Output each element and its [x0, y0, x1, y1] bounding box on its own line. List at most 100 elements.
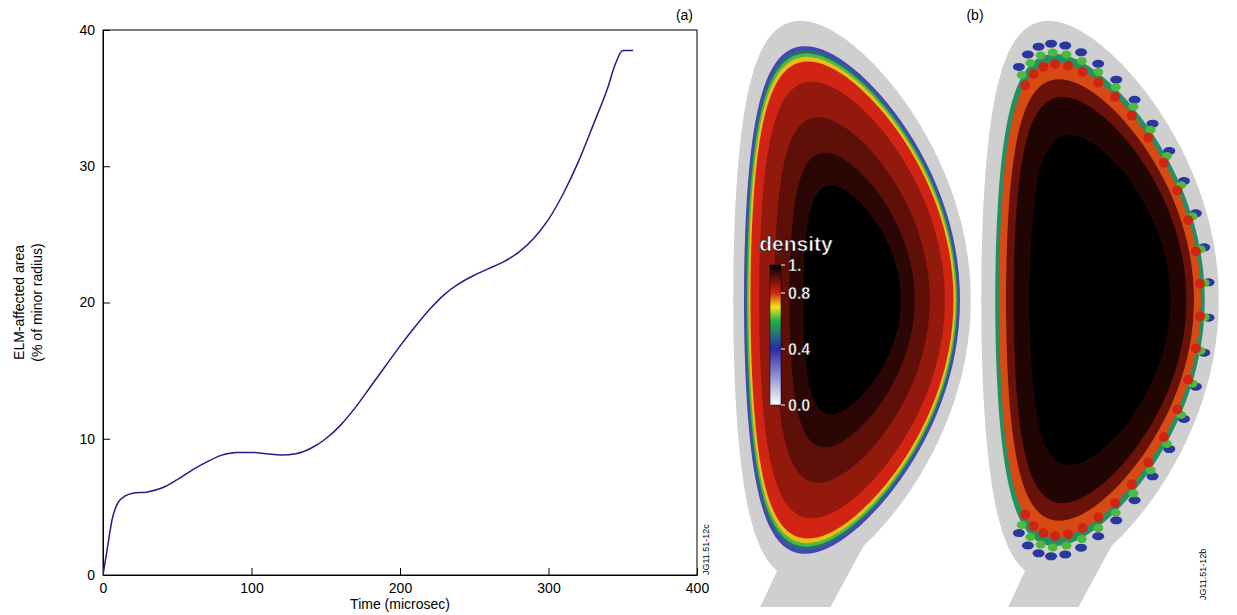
filament [1038, 528, 1048, 538]
y-tick-label: 10 [79, 431, 95, 447]
colorbar [770, 265, 781, 405]
filament [1059, 550, 1071, 558]
colorbar-tick-label: 0.0 [788, 397, 810, 414]
y-axis-title: ELM-affected area [11, 245, 27, 360]
filament [1127, 111, 1137, 121]
y-tick: 0 [87, 567, 110, 583]
filament [1029, 69, 1039, 79]
y-tick-mark [103, 303, 110, 304]
filament [1146, 466, 1156, 474]
filament [1172, 405, 1182, 415]
x-tick-label: 300 [537, 580, 561, 596]
filament [1195, 311, 1205, 321]
colorbar-tick-label: 0.8 [788, 285, 810, 302]
filament [1093, 68, 1103, 76]
filament [1093, 513, 1103, 523]
colorbar-tick [781, 293, 785, 294]
y-tick-mark [103, 30, 110, 31]
panel-label: (a) [676, 7, 693, 23]
y-tick-label: 20 [79, 294, 95, 310]
x-tick: 100 [240, 568, 264, 596]
x-tick-mark [549, 568, 550, 575]
cross-section [981, 21, 1219, 607]
x-tick-label: 400 [686, 580, 710, 596]
filament [1195, 279, 1205, 289]
vessel [981, 21, 1219, 579]
plasma-band [1014, 97, 1187, 503]
filament [1143, 457, 1153, 467]
filament [1013, 63, 1025, 71]
filament [1077, 535, 1087, 543]
filament [1077, 57, 1087, 65]
plasma-band [995, 54, 1205, 546]
filament [1092, 60, 1104, 68]
filament [1078, 67, 1088, 77]
filament [1111, 83, 1121, 91]
plasma-band [1006, 79, 1194, 521]
filament [1111, 509, 1121, 517]
filament [1075, 544, 1087, 552]
filament [1129, 96, 1141, 104]
y-tick: 20 [79, 294, 110, 310]
plasma-band [774, 117, 930, 482]
filament [1146, 126, 1156, 134]
filament [1191, 343, 1201, 353]
filament [1128, 489, 1138, 497]
data-line [103, 50, 633, 575]
plasma-band [744, 46, 960, 554]
filament [1127, 479, 1137, 489]
filament [1045, 552, 1057, 560]
plasma-band [747, 53, 957, 546]
filament [1036, 541, 1046, 549]
filament [1183, 375, 1193, 385]
filament [1025, 533, 1035, 541]
colorbar-tick [781, 349, 785, 350]
filament [1050, 59, 1060, 69]
x-axis-title: Time (microsec) [350, 596, 450, 612]
y-tick-label: 0 [87, 567, 95, 583]
filament [1061, 50, 1071, 58]
filament [1048, 49, 1058, 57]
plot-frame [103, 30, 697, 575]
y-tick: 10 [79, 431, 110, 447]
filament [1110, 516, 1122, 524]
filament [1036, 51, 1046, 59]
annotation: JG11.51-12b [1198, 549, 1208, 600]
vessel [733, 21, 971, 579]
filament [1093, 77, 1103, 87]
filament [1078, 523, 1088, 533]
plasma-band [749, 57, 956, 543]
plasma-band [1030, 135, 1170, 465]
x-tick-label: 100 [240, 580, 264, 596]
filament [1033, 549, 1045, 557]
y-tick-mark [103, 439, 110, 440]
x-tick-mark [400, 568, 401, 575]
filament [1159, 158, 1169, 168]
plasma-band [999, 63, 1201, 538]
filament [1092, 532, 1104, 540]
y-tick-mark [103, 575, 110, 576]
colorbar-tick [781, 405, 785, 406]
y-axis-title: (% of minor radius) [29, 243, 45, 361]
plasma-band [750, 61, 953, 538]
colorbar-tick-label: 1. [788, 257, 801, 274]
filament [1129, 496, 1141, 504]
filament [1128, 103, 1138, 111]
filament [1017, 71, 1027, 79]
y-tick: 30 [79, 158, 110, 174]
y-tick: 40 [79, 22, 110, 38]
colorbar-tick [781, 265, 785, 266]
filament [1048, 543, 1058, 551]
filament [1110, 498, 1120, 508]
filament [1093, 524, 1103, 532]
plasma-band [746, 50, 959, 550]
filament [1063, 61, 1073, 71]
y-tick-mark [103, 166, 110, 167]
figure: 0100200300400010203040Time (microsec)ELM… [0, 0, 1237, 615]
filament [1033, 43, 1045, 51]
x-tick: 300 [537, 568, 561, 596]
filament [1025, 59, 1035, 67]
filament [1017, 521, 1027, 529]
panel-label: (b) [966, 7, 983, 23]
filament [1172, 185, 1182, 195]
